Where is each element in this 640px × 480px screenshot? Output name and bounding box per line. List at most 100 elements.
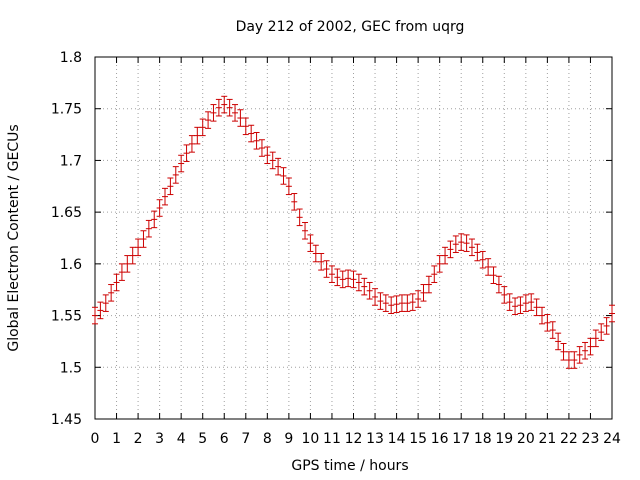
data-point xyxy=(151,210,158,229)
y-tick-label: 1.65 xyxy=(51,205,82,221)
data-point xyxy=(210,104,217,122)
data-point xyxy=(458,233,465,251)
data-point xyxy=(582,341,589,360)
x-tick-label: 4 xyxy=(177,431,186,447)
data-point xyxy=(205,111,212,129)
y-tick-label: 1.55 xyxy=(51,309,82,325)
data-point xyxy=(388,296,395,315)
x-tick-label: 24 xyxy=(603,431,621,447)
data-point xyxy=(495,275,502,294)
data-point xyxy=(420,284,427,302)
data-point xyxy=(269,151,276,170)
data-point xyxy=(318,253,325,271)
data-point xyxy=(555,332,562,351)
data-point xyxy=(253,132,260,150)
data-point xyxy=(490,266,497,285)
y-tick-label: 1.6 xyxy=(60,257,82,273)
y-tick-label: 1.8 xyxy=(60,50,82,66)
data-point xyxy=(323,260,330,278)
x-tick-label: 10 xyxy=(302,431,320,447)
data-point xyxy=(544,314,551,332)
data-point xyxy=(296,208,303,227)
data-point xyxy=(576,346,583,364)
data-point xyxy=(188,135,195,153)
x-tick-label: 16 xyxy=(431,431,449,447)
data-point xyxy=(512,297,519,316)
axis-ticks xyxy=(94,56,613,420)
data-point xyxy=(468,238,475,257)
data-point xyxy=(366,281,373,300)
data-point xyxy=(172,166,179,184)
data-point xyxy=(528,293,535,311)
x-tick-label: 9 xyxy=(284,431,293,447)
data-point xyxy=(183,144,190,162)
data-point xyxy=(549,321,556,339)
data-point xyxy=(124,255,131,273)
data-point xyxy=(242,117,249,136)
y-tick-label: 1.5 xyxy=(60,360,82,376)
data-point xyxy=(312,244,319,263)
data-point xyxy=(350,270,357,289)
data-point xyxy=(280,167,287,185)
x-tick-label: 2 xyxy=(134,431,143,447)
x-axis-label: GPS time / hours xyxy=(291,458,408,474)
data-point xyxy=(538,306,545,325)
data-point xyxy=(452,235,459,253)
data-point xyxy=(560,342,567,361)
x-tick-label: 22 xyxy=(560,431,578,447)
data-point xyxy=(226,98,233,117)
data-point xyxy=(431,265,438,283)
data-point xyxy=(404,294,411,312)
data-point xyxy=(167,177,174,196)
data-point xyxy=(285,177,292,196)
data-point xyxy=(264,146,271,165)
data-point xyxy=(393,295,400,313)
data-point xyxy=(355,273,362,292)
data-point xyxy=(237,109,244,127)
x-tick-label: 5 xyxy=(198,431,207,447)
data-points xyxy=(92,95,615,369)
y-tick-label: 1.7 xyxy=(60,153,82,169)
data-point xyxy=(275,157,282,176)
x-tick-label: 1 xyxy=(112,431,121,447)
x-tick-label: 19 xyxy=(495,431,513,447)
data-point xyxy=(587,337,594,356)
data-point xyxy=(501,286,508,304)
data-point xyxy=(382,294,389,312)
data-point xyxy=(140,230,147,248)
data-point xyxy=(199,118,206,137)
data-point xyxy=(447,240,454,259)
data-point xyxy=(145,219,152,238)
x-tick-label: 13 xyxy=(366,431,384,447)
data-point xyxy=(339,270,346,289)
data-point xyxy=(463,234,470,252)
y-axis-label: Global Electron Content / GECUs xyxy=(6,124,22,351)
x-tick-label: 8 xyxy=(263,431,272,447)
x-tick-label: 17 xyxy=(452,431,470,447)
data-point xyxy=(571,351,578,369)
data-point xyxy=(334,268,341,287)
x-tick-label: 6 xyxy=(220,431,229,447)
data-point xyxy=(178,154,185,173)
data-point xyxy=(377,292,384,310)
data-point xyxy=(474,243,481,262)
data-point xyxy=(609,304,615,323)
x-tick-label: 15 xyxy=(409,431,427,447)
data-point xyxy=(425,275,432,294)
y-tick-label: 1.75 xyxy=(51,102,82,118)
x-tick-label: 14 xyxy=(388,431,406,447)
data-point xyxy=(194,126,201,145)
x-tick-label: 3 xyxy=(155,431,164,447)
plot-border xyxy=(94,56,613,420)
data-point xyxy=(118,263,125,281)
data-point xyxy=(409,293,416,311)
data-point xyxy=(248,124,255,143)
x-tick-label: 12 xyxy=(345,431,363,447)
x-tick-label: 11 xyxy=(323,431,341,447)
tick-labels: 0 1 2 3 4 5 6 7 8 9 10 11 12 13 14 15 16 17 18 19 20 21 22 23 24… xyxy=(51,50,621,447)
data-point xyxy=(598,323,605,341)
data-point xyxy=(517,296,524,315)
data-point xyxy=(506,293,513,311)
